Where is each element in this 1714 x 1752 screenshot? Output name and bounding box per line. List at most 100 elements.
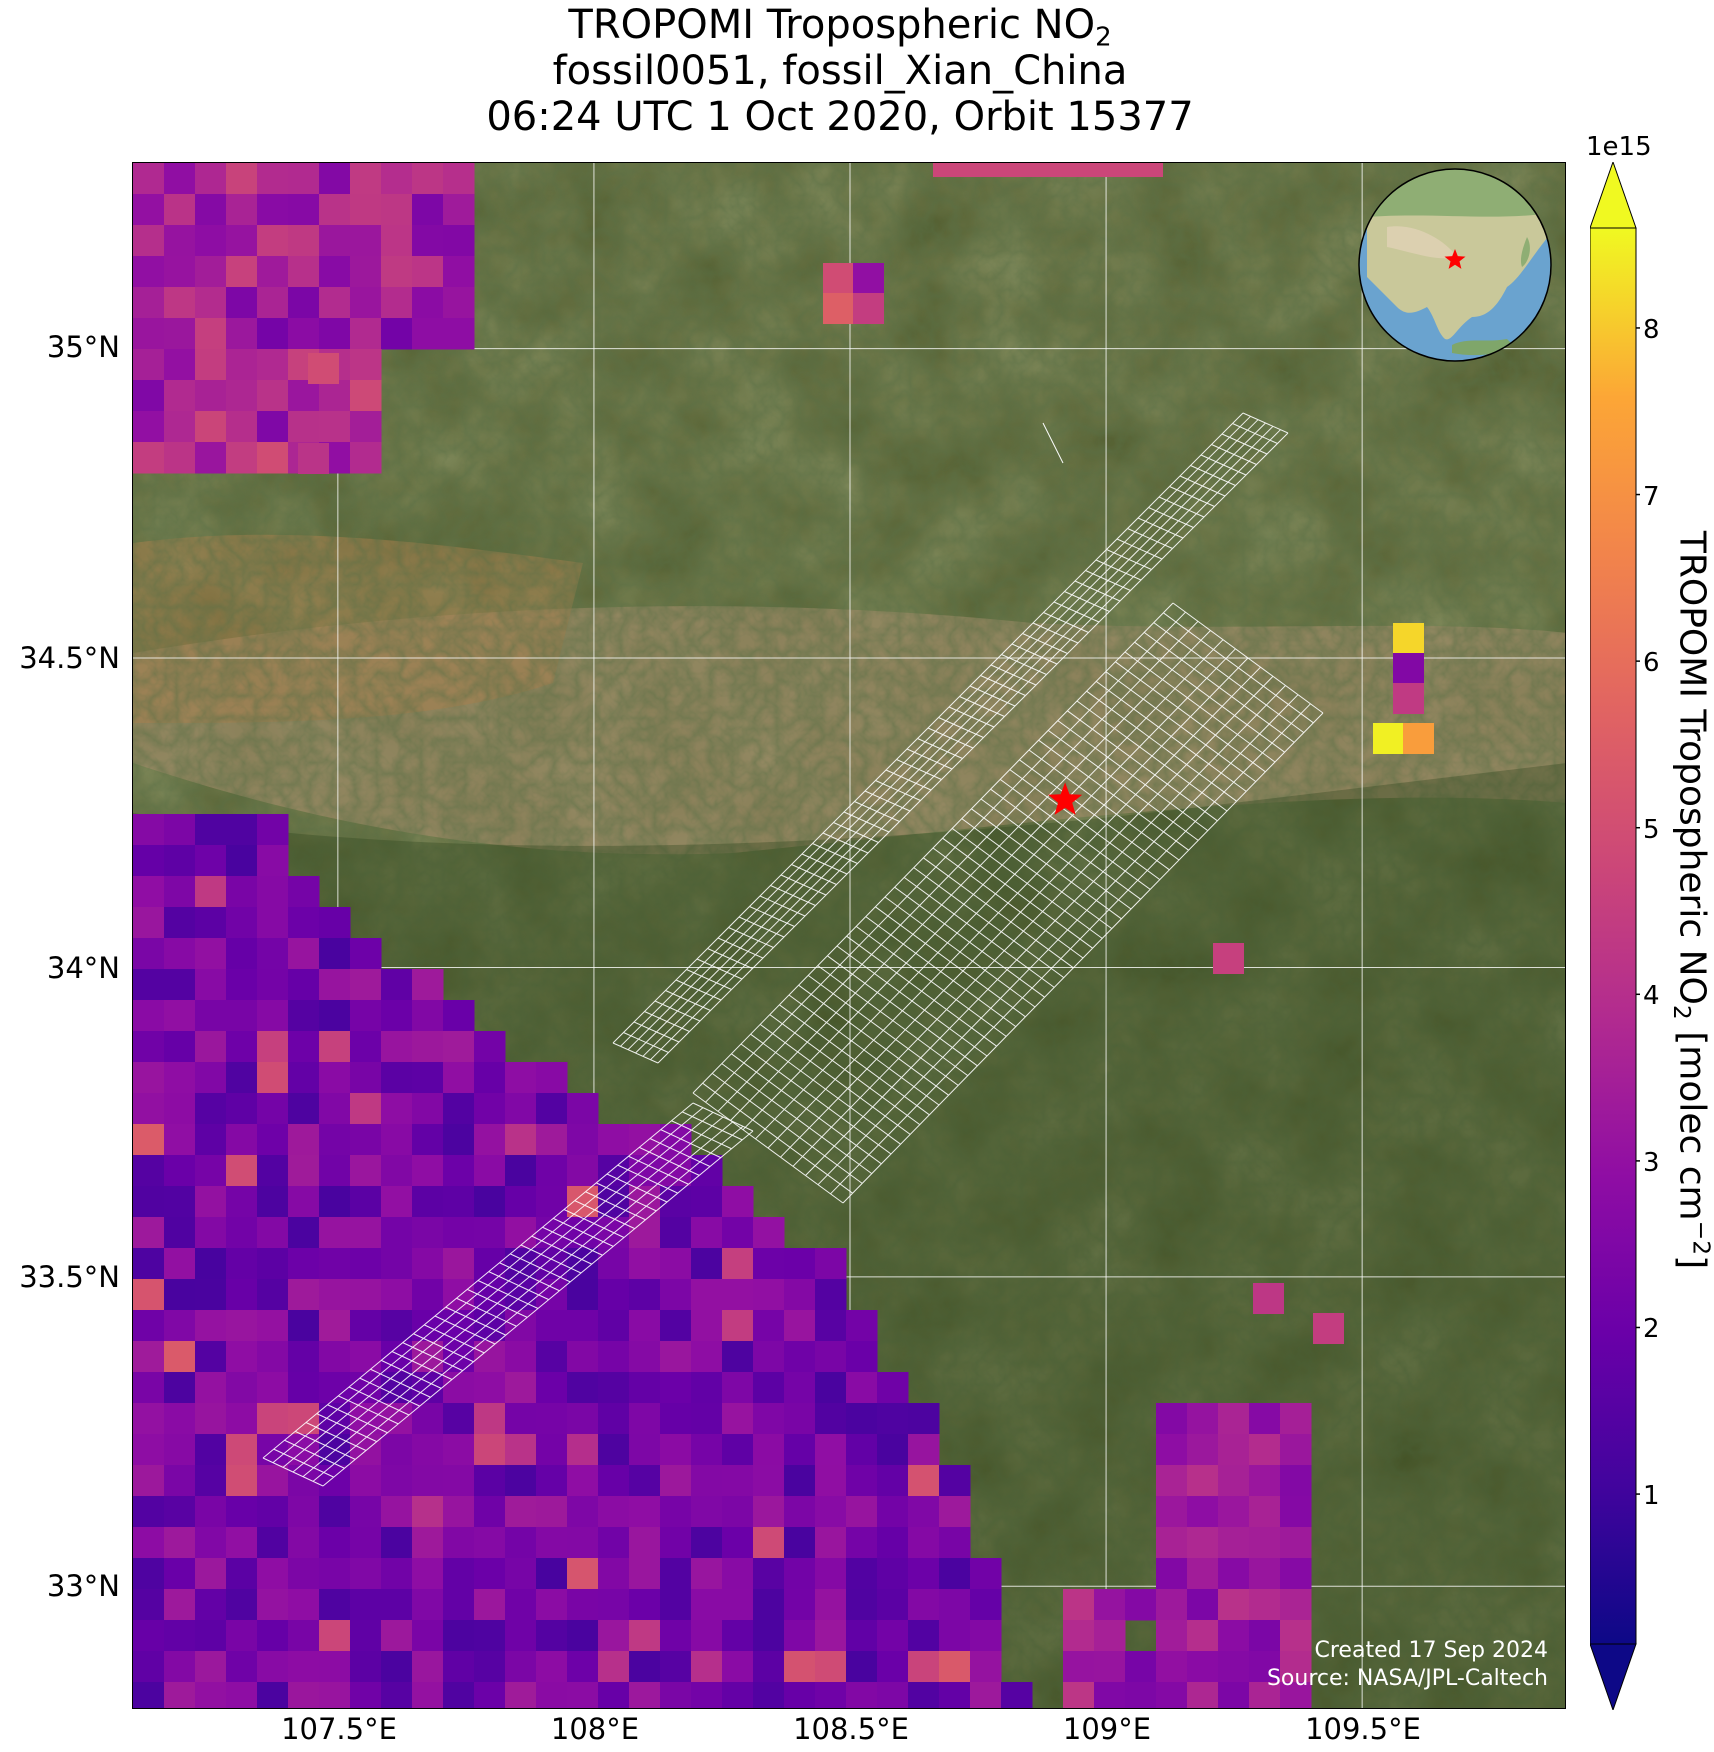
no2-pixel <box>133 163 165 195</box>
no2-pixel <box>629 1310 661 1342</box>
no2-pixel <box>350 1496 382 1528</box>
no2-pixel <box>443 1000 475 1032</box>
no2-pixel <box>1218 1496 1250 1528</box>
no2-pixel <box>226 1434 258 1466</box>
no2-pixel <box>567 1248 599 1280</box>
no2-pixel <box>133 1155 165 1187</box>
no2-pixel <box>226 1217 258 1249</box>
no2-pixel <box>257 876 289 908</box>
swath-line <box>842 712 1324 1204</box>
no2-pixel <box>164 1031 196 1063</box>
no2-pixel <box>288 1186 320 1218</box>
no2-pixel <box>784 1651 816 1683</box>
no2-pixel <box>1187 1496 1219 1528</box>
no2-pixel <box>691 1682 723 1708</box>
no2-pixel <box>133 969 165 1001</box>
no2-pixel <box>350 1279 382 1311</box>
no2-pixel <box>629 1527 661 1559</box>
no2-pixel <box>319 163 351 195</box>
no2-pixel <box>722 1279 754 1311</box>
swath-line <box>1042 422 1064 464</box>
no2-pixel <box>133 1279 165 1311</box>
no2-pixel <box>288 287 320 319</box>
no2-pixel <box>784 1248 816 1280</box>
no2-pixel <box>1187 1682 1219 1708</box>
no2-pixel <box>164 1124 196 1156</box>
no2-pixel <box>598 1248 630 1280</box>
no2-pixel <box>474 1496 506 1528</box>
no2-pixel <box>195 1558 227 1590</box>
no2-pixel <box>412 1682 444 1708</box>
no2-pixel <box>288 969 320 1001</box>
no2-pixel <box>1187 1403 1219 1435</box>
no2-pixel <box>853 263 884 294</box>
no2-pixel <box>412 1620 444 1652</box>
no2-pixel <box>381 1279 413 1311</box>
no2-pixel <box>536 1403 568 1435</box>
no2-pixel <box>257 349 289 381</box>
no2-pixel <box>195 1465 227 1497</box>
no2-pixel <box>164 1620 196 1652</box>
no2-pixel <box>629 1217 661 1249</box>
swath-line <box>830 703 1311 1195</box>
target-star-marker <box>1048 782 1083 815</box>
no2-pixel <box>350 1558 382 1590</box>
no2-pixel <box>133 1217 165 1249</box>
no2-pixel <box>319 1589 351 1621</box>
no2-pixel <box>846 1434 878 1466</box>
no2-pixel <box>319 1155 351 1187</box>
no2-pixel <box>257 287 289 319</box>
no2-pixel <box>1187 1651 1219 1683</box>
globe-australia <box>1467 360 1551 361</box>
no2-pixel <box>505 1186 537 1218</box>
no2-pixel <box>505 1620 537 1652</box>
no2-pixel <box>505 1496 537 1528</box>
no2-pixel <box>1187 1434 1219 1466</box>
no2-pixel <box>1094 1589 1126 1621</box>
no2-pixel <box>381 1620 413 1652</box>
no2-pixel <box>722 1527 754 1559</box>
no2-pixel <box>784 1558 816 1590</box>
no2-pixel <box>257 845 289 877</box>
no2-pixel <box>629 1124 661 1156</box>
no2-pixel <box>846 1589 878 1621</box>
no2-pixel <box>226 1062 258 1094</box>
no2-pixel <box>722 1217 754 1249</box>
no2-pixel <box>443 1155 475 1187</box>
no2-pixel <box>288 1558 320 1590</box>
no2-pixel <box>1313 1313 1344 1344</box>
colorbar-tick-label: 4 <box>1643 981 1660 1011</box>
no2-pixel <box>815 1465 847 1497</box>
no2-pixel <box>195 380 227 412</box>
no2-pixel <box>908 1682 940 1708</box>
no2-pixel <box>381 1589 413 1621</box>
no2-pixel <box>567 1465 599 1497</box>
no2-pixel <box>412 1496 444 1528</box>
no2-pixel <box>1218 1620 1250 1652</box>
globe-outline <box>1358 168 1552 362</box>
created-date: Created 17 Sep 2024 <box>1314 1638 1549 1663</box>
no2-pixel <box>133 1434 165 1466</box>
no2-pixel <box>1280 1558 1312 1590</box>
no2-pixel <box>1218 1403 1250 1435</box>
no2-pixel <box>288 194 320 226</box>
no2-pixel <box>629 1465 661 1497</box>
no2-pixel <box>1280 1403 1312 1435</box>
swath-line <box>692 602 1174 1094</box>
no2-pixel <box>164 1403 196 1435</box>
no2-pixel <box>505 1558 537 1590</box>
no2-pixel <box>722 1682 754 1708</box>
no2-pixel <box>474 1434 506 1466</box>
no2-pixel <box>164 969 196 1001</box>
no2-pixel <box>257 1496 289 1528</box>
no2-pixel <box>660 1558 692 1590</box>
no2-pixel <box>226 1279 258 1311</box>
no2-pixel <box>970 1651 1002 1683</box>
no2-pixel <box>660 1589 692 1621</box>
no2-pixel <box>939 1589 971 1621</box>
no2-pixel <box>350 1341 382 1373</box>
no2-pixel <box>815 1310 847 1342</box>
no2-pixel <box>381 1527 413 1559</box>
no2-pixel <box>257 1062 289 1094</box>
no2-pixel <box>536 1372 568 1404</box>
